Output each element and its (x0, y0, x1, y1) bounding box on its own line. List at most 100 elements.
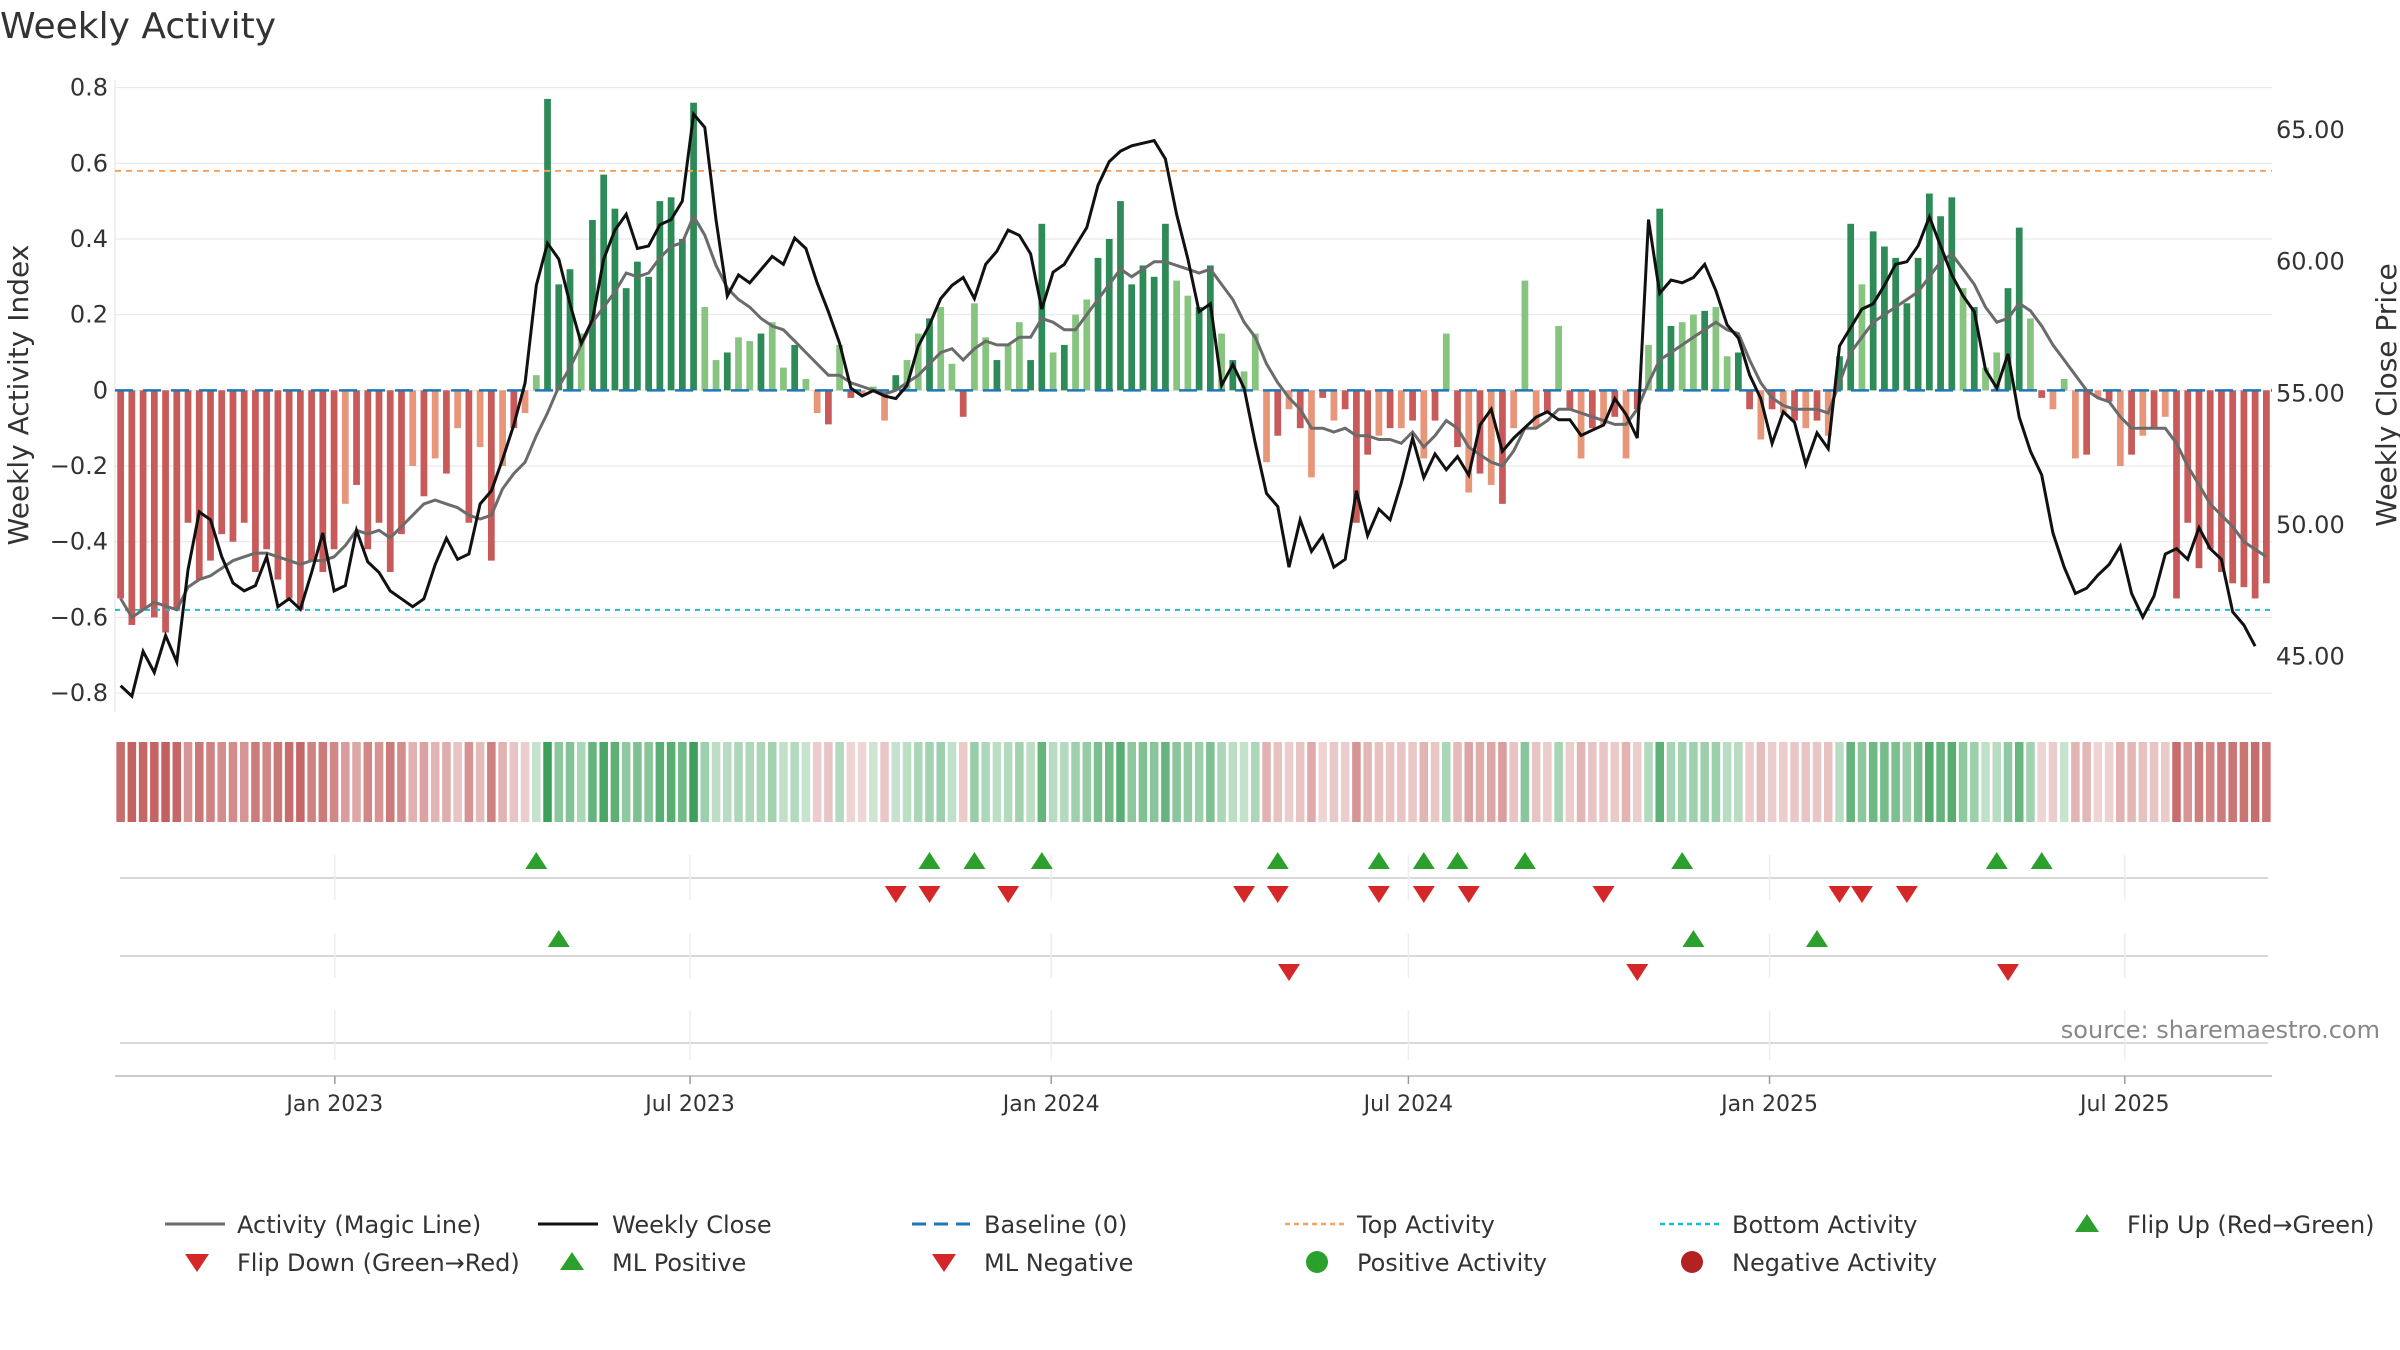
legend-item-bottom: Bottom Activity (1660, 1211, 1917, 1239)
legend: Activity (Magic Line) Weekly Close Baselin… (165, 1211, 2375, 1277)
heat-cell (1565, 742, 1575, 822)
heat-cell (1284, 742, 1294, 822)
flip-up-marker (1985, 852, 2008, 869)
heat-cell (1453, 742, 1462, 822)
heat-cell (1756, 742, 1766, 822)
activity-bar (1847, 223, 1855, 391)
activity-bar (128, 390, 136, 625)
heat-cell (1992, 742, 2002, 822)
activity-bar (2116, 390, 2124, 467)
activity-bar (1734, 352, 1742, 391)
activity-bar (2229, 390, 2237, 584)
heat-cell (1318, 742, 1327, 822)
activity-bar (791, 344, 799, 391)
heat-cell (1262, 742, 1271, 822)
activity-bar (1600, 390, 1607, 425)
heat-cell (711, 742, 721, 822)
heat-cell (1891, 742, 1900, 822)
activity-bar (746, 341, 754, 391)
legend-swatch (185, 1254, 209, 1272)
heat-cell (453, 742, 462, 822)
heat-cell (1475, 742, 1485, 822)
heat-cell (2149, 742, 2159, 822)
activity-bar (948, 363, 956, 391)
activity-bar (1869, 231, 1877, 391)
activity-bar (2195, 390, 2203, 569)
heat-cell (1273, 742, 1283, 822)
x-axis: Jan 2023 Jul 2023 Jan 2024 Jul 2024 Jan 2025… (115, 1075, 2272, 1117)
heat-cell (1340, 742, 1350, 822)
heat-cell (1374, 742, 1384, 822)
activity-bar (285, 390, 293, 599)
ml-positive-marker (547, 930, 570, 947)
heat-cell (487, 742, 496, 822)
flip-up-marker (963, 852, 986, 869)
heat-cell (1217, 742, 1226, 822)
heat-cell (2104, 742, 2114, 822)
flip-down-marker (1895, 886, 1918, 903)
heat-cell (1037, 742, 1047, 822)
activity-bar (1937, 216, 1944, 391)
heat-cell (1104, 742, 1114, 822)
flip-up-marker (1513, 852, 1536, 869)
heat-cell (1531, 742, 1541, 822)
heat-cell (2239, 742, 2249, 822)
activity-bar (1836, 356, 1843, 391)
heat-cell (1352, 742, 1361, 822)
heat-cell (2228, 742, 2237, 822)
heat-cell (1790, 742, 1799, 822)
activity-bar (454, 390, 462, 429)
activity-bar (1442, 333, 1450, 391)
activity-bar (263, 390, 271, 550)
heat-cell (509, 742, 519, 822)
heat-cell (812, 742, 822, 822)
heat-cell (1183, 742, 1193, 822)
activity-bar (1959, 288, 1967, 391)
activity-bar (308, 390, 315, 561)
ml-positive-marker (1682, 930, 1705, 947)
activity-bar (1982, 367, 1989, 391)
heat-cell (217, 742, 226, 822)
heat-cell (1801, 742, 1811, 822)
activity-bar (1903, 303, 1911, 391)
heat-cell (273, 742, 283, 822)
activity-bar (1195, 307, 1203, 391)
activity-bar (1712, 307, 1720, 391)
flip-down-marker (1850, 886, 1873, 903)
activity-bar (1465, 390, 1473, 493)
x-tick-label: Jan 2024 (1001, 1092, 1100, 1117)
activity-bar (1667, 325, 1675, 391)
heat-cell (397, 742, 406, 822)
heat-cell (2217, 742, 2226, 822)
heat-cell (150, 742, 159, 822)
legend-label: Bottom Activity (1732, 1211, 1917, 1239)
heat-cell (1823, 742, 1833, 822)
activity-bar (1544, 390, 1551, 414)
heat-cell (1116, 742, 1125, 822)
heat-cell (2250, 742, 2260, 822)
activity-bar (1914, 257, 1922, 391)
activity-bar (2038, 390, 2046, 398)
heat-cell (790, 742, 799, 822)
heat-cell (576, 742, 586, 822)
heat-cell (1621, 742, 1631, 822)
chart-title: Weekly Activity (0, 6, 276, 47)
heat-cell (891, 742, 901, 822)
activity-bar (1757, 390, 1765, 440)
heat-cell (1003, 742, 1013, 822)
activity-bar (319, 390, 327, 572)
activity-bar (1476, 390, 1484, 474)
x-tick-label: Jan 2023 (284, 1092, 383, 1117)
heat-cell (880, 742, 889, 822)
heat-cell (958, 742, 968, 822)
heat-cell (2262, 742, 2271, 822)
heat-cell (554, 742, 564, 822)
heat-cell (1981, 742, 1990, 822)
activity-bar (768, 322, 776, 391)
activity-bar (1240, 371, 1248, 391)
activity-bar (2027, 318, 2034, 391)
activity-bar (2173, 390, 2180, 599)
activity-bar (836, 344, 843, 391)
activity-bar (2004, 288, 2012, 391)
